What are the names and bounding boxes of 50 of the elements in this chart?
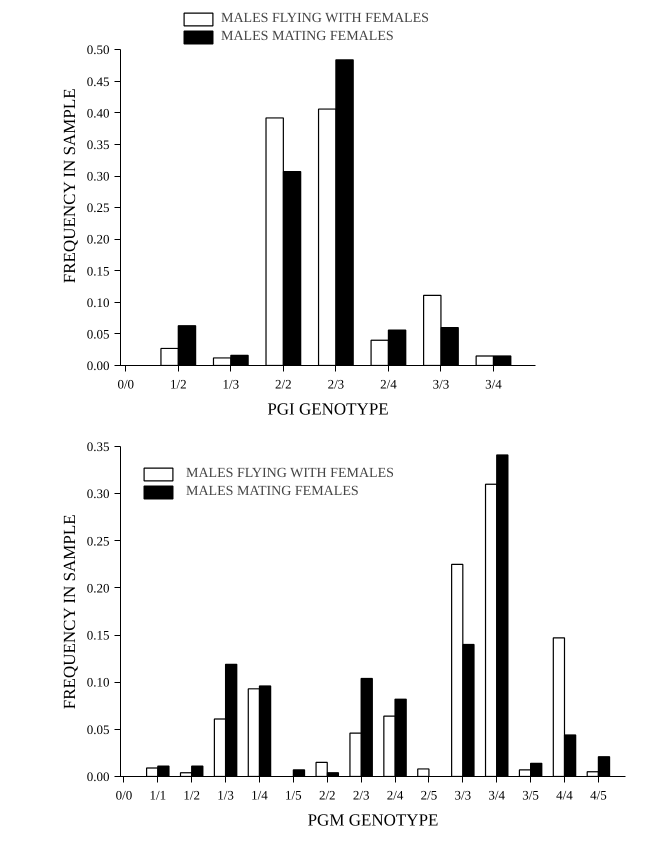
y-tick-label: 0.20 [86, 232, 110, 247]
x-tick-label: 1/2 [183, 788, 200, 802]
x-tick-label: 2/4 [380, 376, 398, 392]
x-tick-label: 3/3 [432, 376, 450, 392]
x-tick-label: 1/4 [251, 788, 268, 802]
y-tick-label: 0.00 [86, 358, 110, 373]
x-tick-label: 4/5 [590, 788, 607, 802]
x-tick-label: 2/3 [352, 788, 370, 802]
legend-label: MALES MATING FEMALES [221, 29, 394, 45]
x-tick-label: 3/4 [485, 376, 502, 392]
y-tick-label: 0.50 [86, 42, 110, 58]
y-tick-label: 0.40 [86, 105, 110, 120]
x-axis-title: PGM GENOTYPE [308, 810, 438, 830]
x-tick-label: 4/4 [556, 788, 574, 802]
x-tick-label: 3/4 [488, 788, 506, 802]
x-tick-label: 3/5 [522, 788, 539, 802]
x-tick-label: 2/5 [420, 788, 438, 802]
legend-label: MALES FLYING WITH FEMALES [186, 466, 394, 482]
x-tick-label: 1/3 [222, 376, 240, 392]
y-tick-label: 0.45 [86, 74, 110, 89]
y-tick-label: 0.30 [86, 486, 110, 502]
legend-label: MALES MATING FEMALES [186, 484, 359, 500]
y-tick-label: 0.35 [86, 439, 110, 454]
x-tick-label: 3/3 [454, 788, 472, 802]
x-tick-label: 1/1 [149, 788, 166, 802]
y-tick-label: 0.25 [86, 200, 110, 216]
y-axis-title: FREQUENCY IN SAMPLE [60, 514, 79, 710]
x-tick-label: 1/2 [170, 376, 187, 392]
legend-label: MALES FLYING WITH FEMALES [221, 11, 429, 27]
y-tick-label: 0.10 [86, 674, 110, 690]
x-tick-label: 2/2 [318, 788, 336, 802]
x-tick-label: 2/3 [328, 376, 344, 392]
x-tick-label: 0/0 [116, 788, 132, 802]
x-tick-label: 1/3 [217, 788, 234, 802]
x-axis-title: PGI GENOTYPE [267, 400, 389, 418]
y-tick-label: 0.15 [86, 628, 110, 643]
y-tick-label: 0.00 [86, 769, 110, 784]
x-tick-label: 0/0 [117, 376, 134, 392]
y-tick-label: 0.35 [86, 136, 110, 152]
y-tick-label: 0.20 [86, 580, 110, 596]
x-tick-label: 2/4 [386, 788, 404, 802]
y-tick-label: 0.05 [86, 722, 110, 737]
y-tick-label: 0.25 [86, 533, 110, 548]
y-tick-label: 0.10 [86, 294, 110, 310]
y-tick-label: 0.30 [86, 168, 110, 184]
y-tick-label: 0.15 [86, 263, 110, 278]
y-axis-title: FREQUENCY IN SAMPLE [60, 88, 79, 284]
x-tick-label: 2/2 [275, 376, 292, 392]
x-tick-label: 1/5 [285, 788, 302, 802]
y-tick-label: 0.05 [86, 326, 110, 342]
